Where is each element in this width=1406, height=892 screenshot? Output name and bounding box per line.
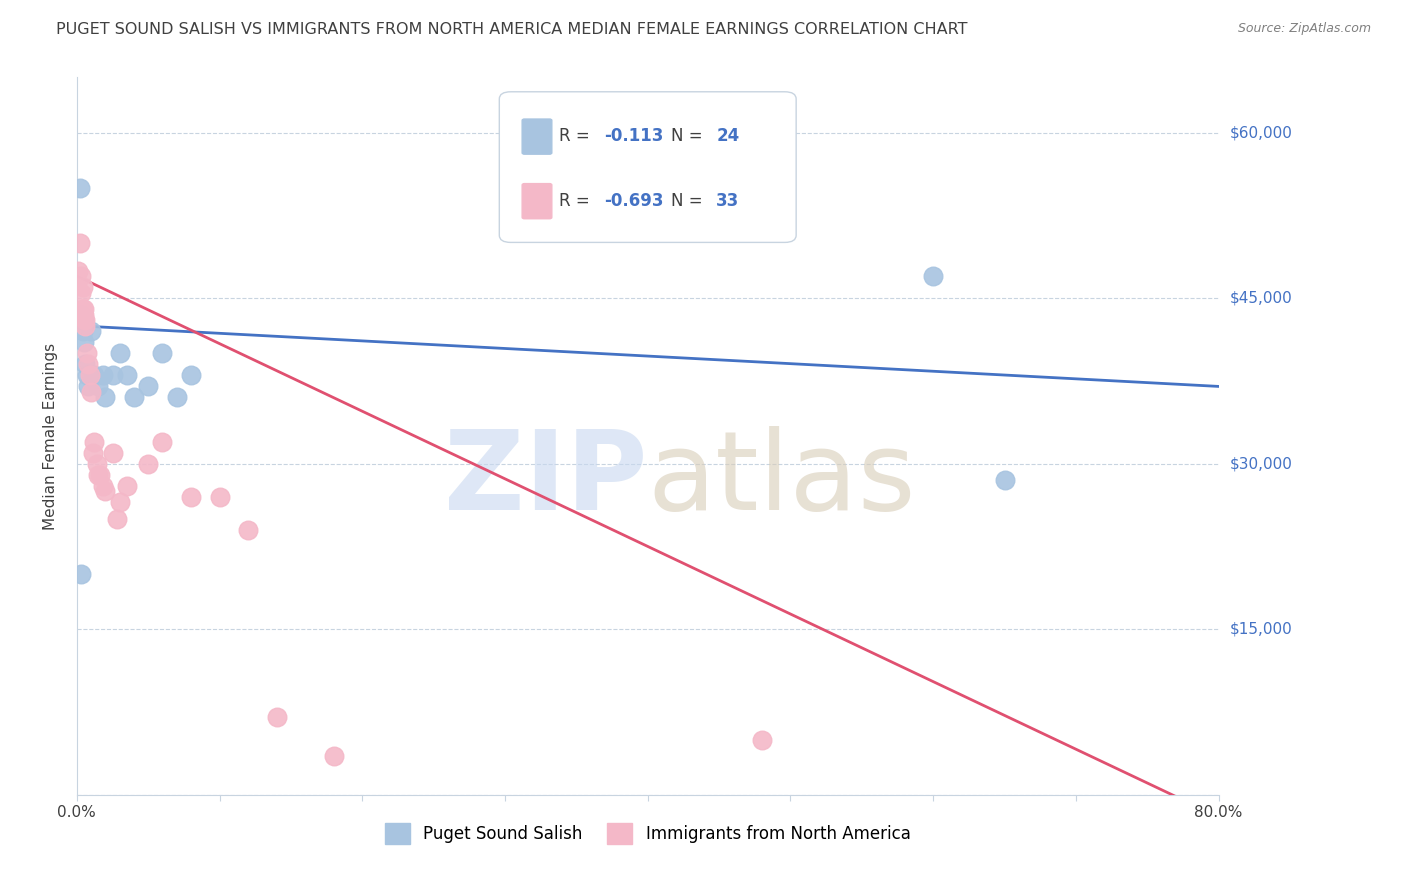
Point [70, 268, 93, 283]
Point [751, 732, 773, 747]
Point [76, 368, 98, 383]
Point [70, 308, 93, 322]
Point [208, 490, 231, 504]
Point [91, 368, 114, 383]
Text: -0.693: -0.693 [605, 192, 664, 210]
Text: Source: ZipAtlas.com: Source: ZipAtlas.com [1237, 22, 1371, 36]
Point [73, 335, 96, 350]
Point [115, 479, 138, 493]
Point [108, 346, 131, 360]
Point [80, 324, 103, 338]
Point [108, 495, 131, 509]
Point [77, 357, 100, 371]
Text: R =: R = [558, 192, 595, 210]
Point [72, 302, 94, 317]
Point [993, 473, 1015, 487]
Text: 24: 24 [716, 128, 740, 145]
Text: ZIP: ZIP [444, 425, 648, 533]
Text: 33: 33 [716, 192, 740, 210]
Point [180, 490, 202, 504]
Text: $15,000: $15,000 [1230, 622, 1292, 637]
Point [73, 302, 96, 317]
Point [87, 379, 110, 393]
Point [101, 368, 124, 383]
Legend: Puget Sound Salish, Immigrants from North America: Puget Sound Salish, Immigrants from Nort… [385, 823, 911, 844]
Point [166, 391, 188, 405]
Point [87, 467, 110, 482]
Point [122, 391, 145, 405]
Text: N =: N = [671, 192, 707, 210]
Text: $60,000: $60,000 [1230, 125, 1292, 140]
Point [266, 710, 288, 724]
Point [136, 379, 159, 393]
Point [77, 379, 100, 393]
Point [79, 368, 101, 383]
Point [70, 285, 93, 300]
Point [72, 324, 94, 338]
Point [180, 368, 202, 383]
Point [73, 313, 96, 327]
Point [922, 268, 945, 283]
Point [70, 567, 93, 582]
Point [80, 384, 103, 399]
Point [94, 391, 117, 405]
Point [69, 235, 91, 250]
Point [72, 280, 94, 294]
Point [75, 313, 97, 327]
Point [83, 368, 105, 383]
Point [152, 434, 174, 449]
Point [115, 368, 138, 383]
Text: $45,000: $45,000 [1230, 291, 1292, 306]
Point [73, 308, 96, 322]
Point [69, 181, 91, 195]
Text: N =: N = [671, 128, 707, 145]
Point [94, 484, 117, 499]
Point [83, 434, 105, 449]
Point [75, 318, 97, 333]
Text: atlas: atlas [648, 425, 917, 533]
Point [152, 346, 174, 360]
Text: -0.113: -0.113 [605, 128, 664, 145]
Text: $30,000: $30,000 [1230, 456, 1292, 471]
FancyBboxPatch shape [499, 92, 796, 243]
Text: PUGET SOUND SALISH VS IMMIGRANTS FROM NORTH AMERICA MEDIAN FEMALE EARNINGS CORRE: PUGET SOUND SALISH VS IMMIGRANTS FROM NO… [56, 22, 967, 37]
Point [322, 749, 344, 764]
Point [76, 346, 98, 360]
Point [236, 523, 259, 537]
Point [105, 512, 128, 526]
Text: R =: R = [558, 128, 595, 145]
FancyBboxPatch shape [522, 119, 551, 154]
Point [89, 467, 111, 482]
Point [67, 263, 90, 277]
Point [86, 457, 108, 471]
Y-axis label: Median Female Earnings: Median Female Earnings [44, 343, 58, 530]
Point [91, 479, 114, 493]
Point [75, 357, 97, 371]
FancyBboxPatch shape [522, 184, 551, 219]
Point [136, 457, 159, 471]
Point [82, 445, 104, 459]
Point [101, 445, 124, 459]
